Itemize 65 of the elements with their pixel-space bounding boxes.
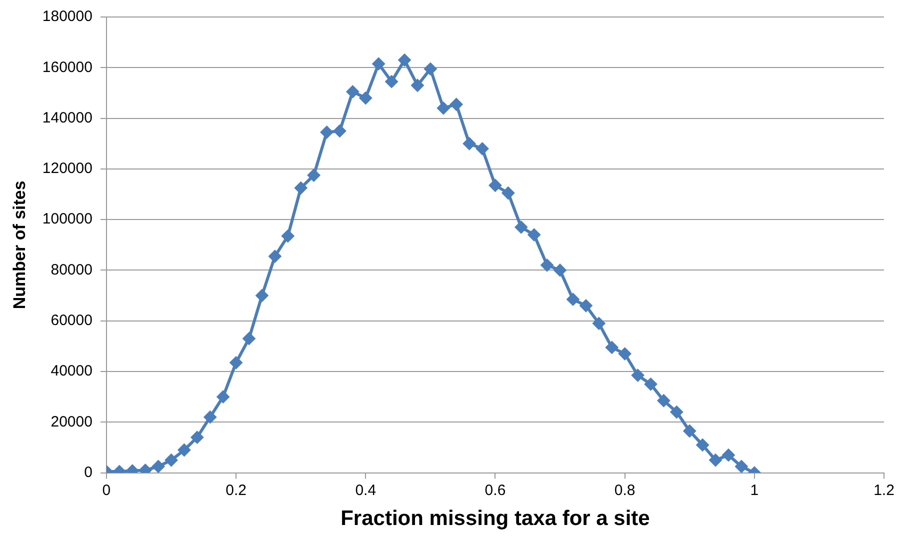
y-tick-label: 40000 <box>50 362 92 380</box>
point <box>450 98 463 111</box>
point <box>683 424 696 438</box>
point <box>320 126 334 139</box>
x-tick-label: 0.8 <box>614 482 636 499</box>
point <box>528 228 541 242</box>
x-tick-label: 1.2 <box>874 482 894 499</box>
point <box>644 378 658 391</box>
point <box>268 250 282 263</box>
point <box>540 258 554 272</box>
point <box>307 168 320 182</box>
x-tick-label: 0 <box>102 482 111 499</box>
point <box>410 78 424 92</box>
point <box>242 332 256 346</box>
point <box>514 220 528 234</box>
x-tick-label: 1 <box>750 482 759 499</box>
y-tick-label: 160000 <box>42 58 92 76</box>
y-tick-label: 180000 <box>42 8 92 26</box>
point <box>722 448 735 462</box>
point <box>566 292 580 306</box>
point <box>255 289 268 302</box>
point <box>462 137 476 150</box>
y-axis-title: Number of sites <box>10 180 29 310</box>
point <box>346 85 360 98</box>
point <box>190 430 204 444</box>
point <box>502 186 515 200</box>
point <box>294 181 308 194</box>
point <box>734 460 748 473</box>
point <box>592 316 606 330</box>
point <box>436 102 450 115</box>
point <box>398 54 412 67</box>
point <box>230 356 243 370</box>
y-tick-label: 0 <box>84 464 92 481</box>
point <box>164 454 178 467</box>
x-tick-label: 0.6 <box>484 482 506 499</box>
y-tick-label: 80000 <box>50 261 92 278</box>
x-tick-label: 0.4 <box>355 482 376 499</box>
x-axis-title: Fraction missing taxa for a site <box>340 507 650 530</box>
point <box>696 438 710 452</box>
point <box>152 460 165 473</box>
point <box>216 390 230 404</box>
point <box>281 230 294 243</box>
point <box>178 444 191 457</box>
point <box>631 368 644 382</box>
x-tick-label: 0.2 <box>226 482 246 499</box>
point <box>372 57 386 70</box>
y-tick-label: 120000 <box>42 160 92 178</box>
point <box>333 124 346 138</box>
y-tick-label: 60000 <box>50 312 92 330</box>
point <box>385 75 398 88</box>
y-tick-label: 100000 <box>42 210 92 228</box>
point <box>204 410 217 424</box>
point <box>657 394 670 408</box>
point <box>605 340 618 354</box>
point <box>554 264 567 277</box>
point <box>488 178 502 192</box>
point <box>359 92 372 105</box>
point <box>618 347 632 360</box>
point <box>709 454 722 467</box>
point <box>476 142 489 156</box>
point <box>670 406 684 419</box>
point <box>579 299 592 312</box>
point <box>424 62 437 76</box>
y-tick-label: 20000 <box>50 413 92 430</box>
y-tick-label: 140000 <box>42 109 92 126</box>
